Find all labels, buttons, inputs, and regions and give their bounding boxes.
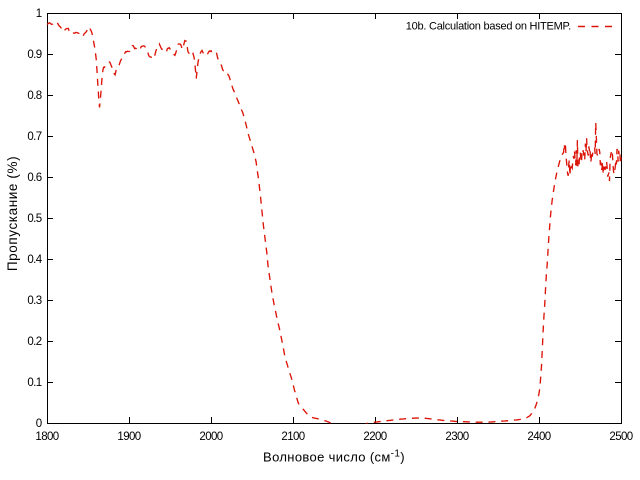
svg-text:1: 1 (36, 8, 42, 20)
svg-text:2500: 2500 (609, 431, 632, 443)
svg-text:Волновое число (см-1): Волновое число (см-1) (263, 449, 405, 465)
svg-text:1800: 1800 (35, 431, 58, 443)
svg-text:2000: 2000 (199, 431, 222, 443)
svg-text:0: 0 (36, 418, 42, 430)
svg-text:2100: 2100 (281, 431, 304, 443)
svg-text:2200: 2200 (363, 431, 386, 443)
svg-text:0.8: 0.8 (27, 90, 41, 102)
svg-text:Пропускание (%): Пропускание (%) (5, 156, 20, 271)
svg-text:2400: 2400 (527, 431, 550, 443)
svg-text:2300: 2300 (445, 431, 468, 443)
svg-text:1900: 1900 (117, 431, 140, 443)
svg-text:0.5: 0.5 (27, 213, 41, 225)
svg-text:0.2: 0.2 (27, 336, 41, 348)
svg-text:0.3: 0.3 (27, 295, 41, 307)
svg-text:0.9: 0.9 (27, 49, 41, 61)
svg-text:0.4: 0.4 (27, 254, 42, 266)
svg-text:0.7: 0.7 (27, 131, 41, 143)
svg-text:0.6: 0.6 (27, 172, 41, 184)
svg-text:0.1: 0.1 (27, 377, 41, 389)
svg-text:10b. Calculation based on HITE: 10b. Calculation based on HITEMP. (406, 21, 571, 33)
